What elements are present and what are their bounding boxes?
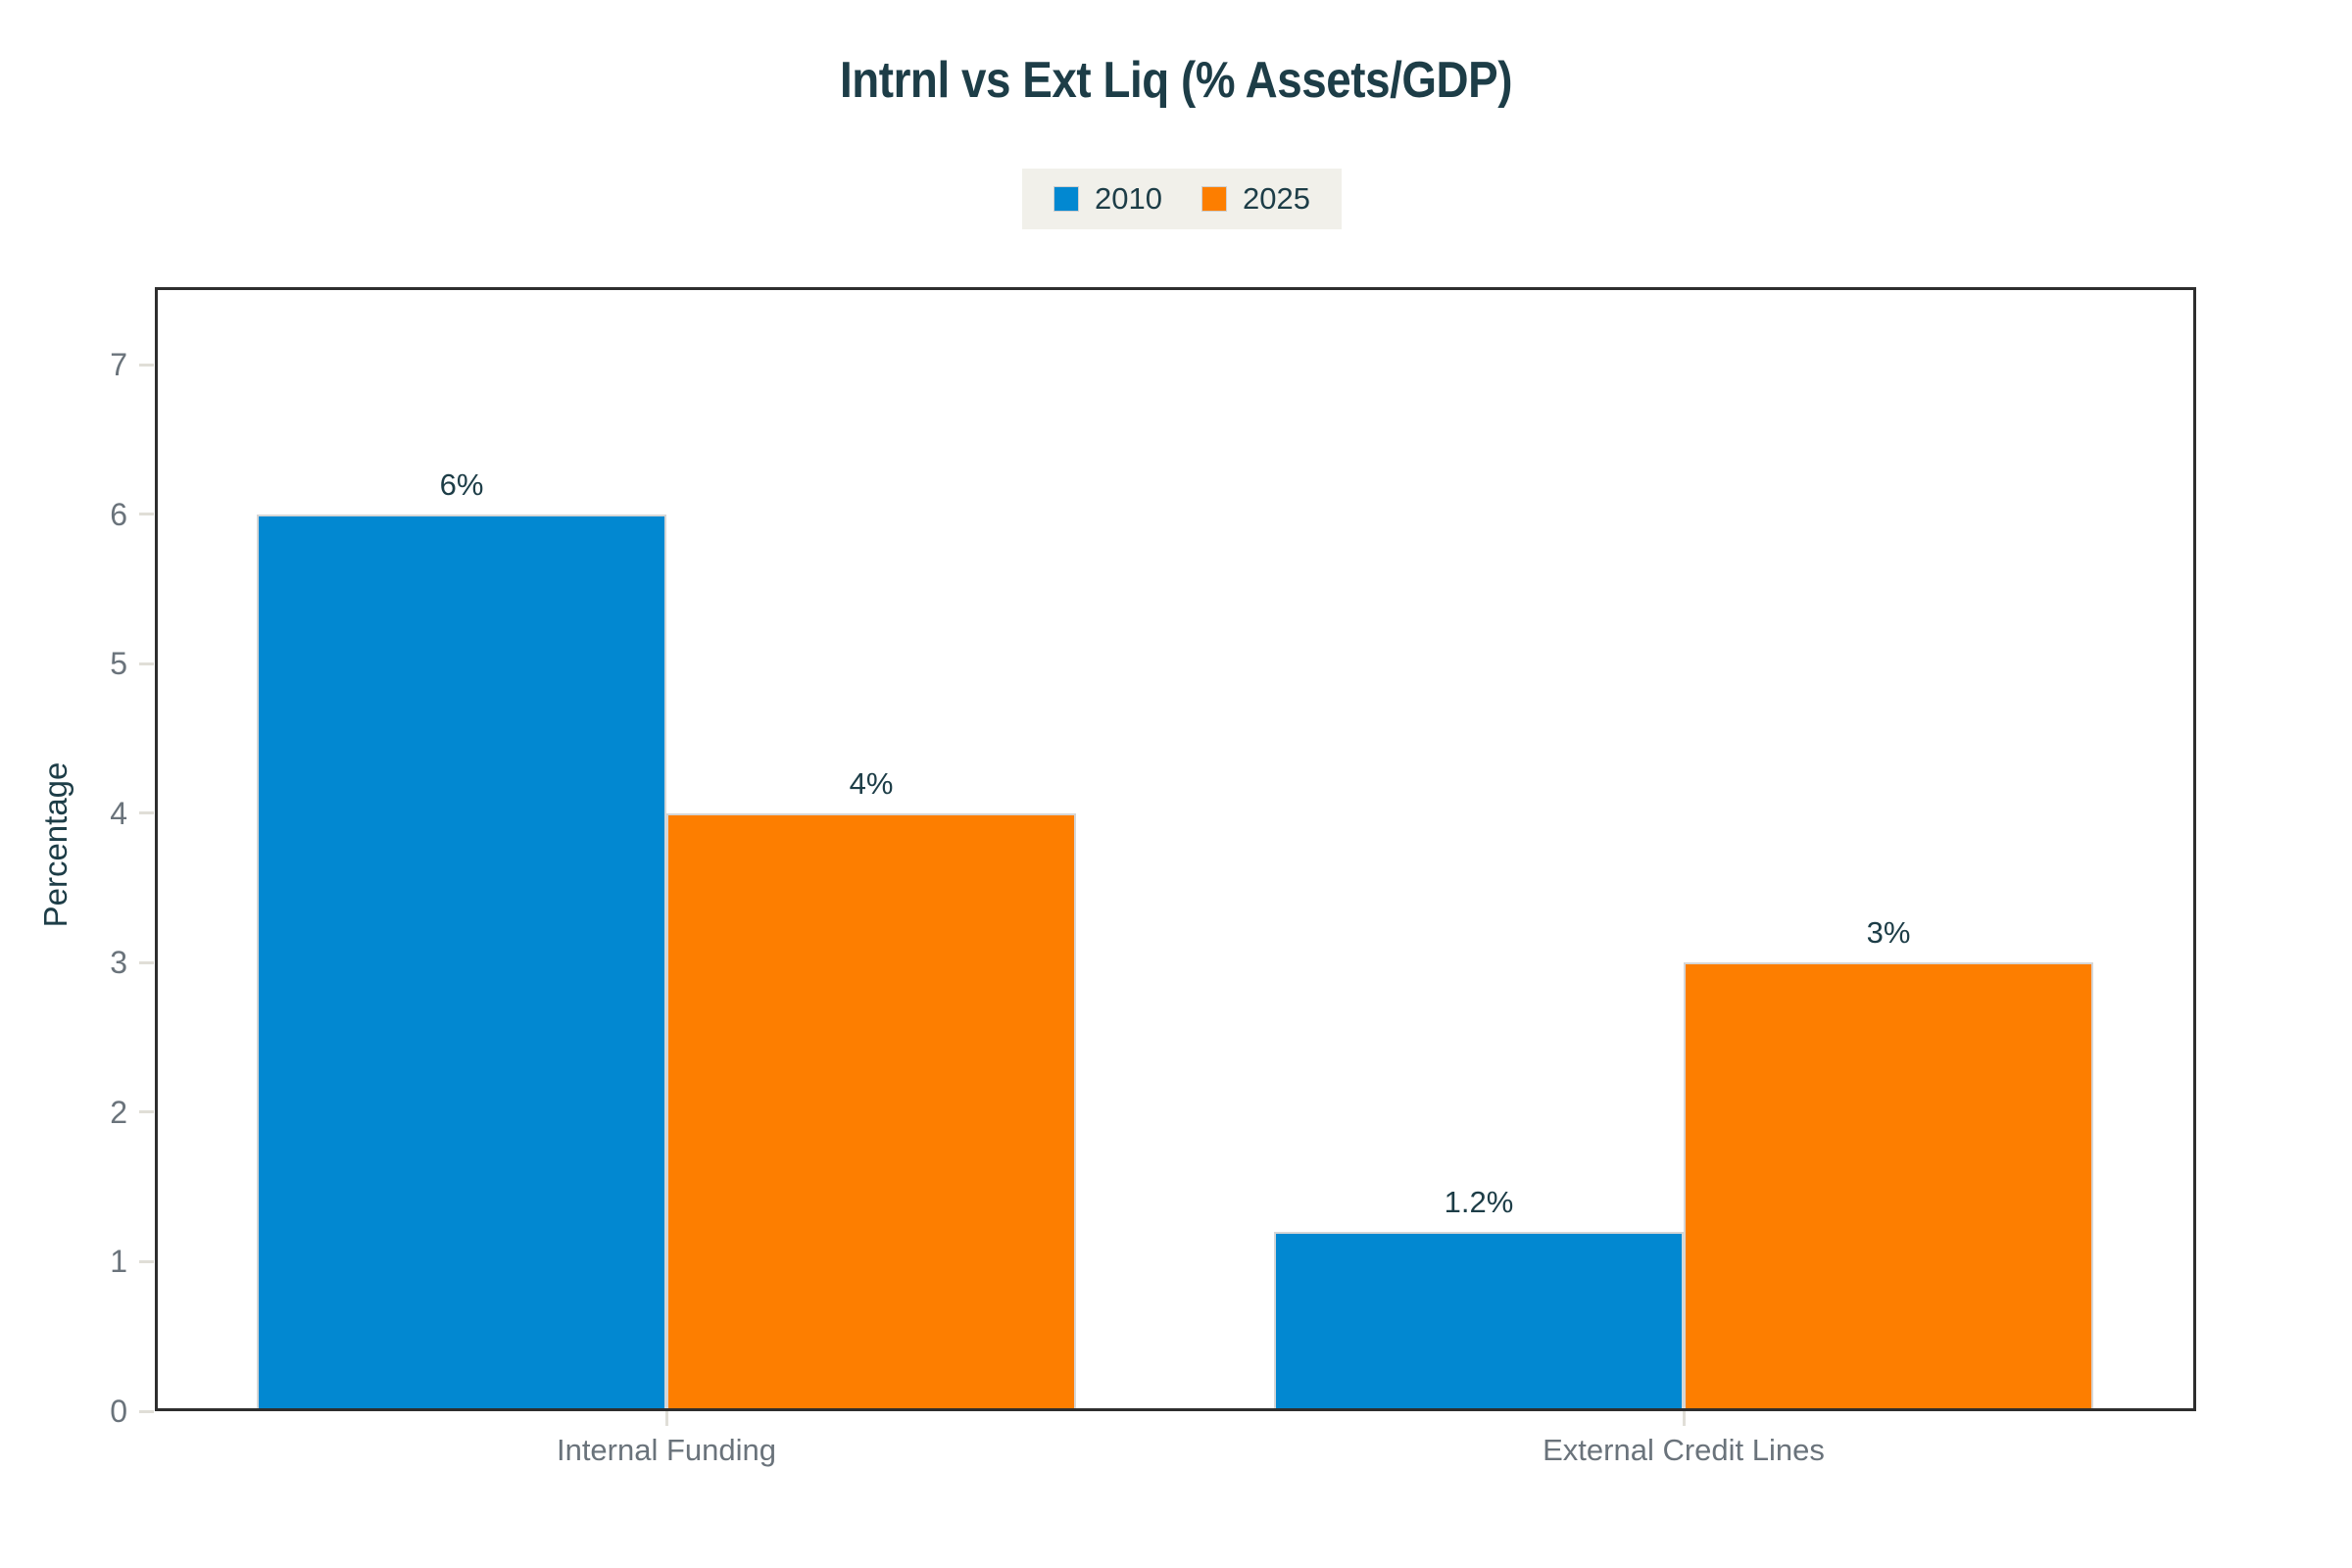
y-axis-title: Percentage: [37, 761, 74, 928]
legend-label-2025: 2025: [1243, 181, 1310, 216]
bar-value-label: 4%: [849, 766, 894, 801]
y-tick: [139, 1409, 154, 1413]
y-tick: [139, 363, 154, 367]
bar-value-label: 1.2%: [1444, 1185, 1514, 1219]
y-tick-label: 5: [110, 646, 127, 682]
bar-2025-internal-funding: [666, 813, 1076, 1411]
bar-2025-external-credit-lines: [1684, 962, 2093, 1411]
legend: 2010 2025: [1022, 169, 1342, 229]
legend-item-2010[interactable]: 2010: [1054, 181, 1162, 217]
y-tick-label: 2: [110, 1094, 127, 1130]
legend-swatch-2025: [1201, 186, 1227, 212]
y-tick: [139, 1110, 154, 1114]
x-axis-label-internal-funding: Internal Funding: [556, 1433, 777, 1467]
legend-item-2025[interactable]: 2025: [1201, 181, 1310, 217]
y-tick-label: 1: [110, 1244, 127, 1280]
y-tick-label: 4: [110, 795, 127, 831]
y-tick: [139, 1259, 154, 1263]
y-tick-label: 6: [110, 496, 127, 532]
bar-value-label: 6%: [439, 467, 484, 502]
y-tick-label: 7: [110, 347, 127, 383]
x-tick: [1682, 1411, 1686, 1426]
y-tick: [139, 811, 154, 815]
bar-value-label: 3%: [1866, 915, 1911, 950]
y-tick-label: 3: [110, 945, 127, 981]
y-tick: [139, 513, 154, 516]
bar-2010-external-credit-lines: [1274, 1232, 1684, 1411]
y-tick-label: 0: [110, 1394, 127, 1429]
legend-swatch-2010: [1054, 186, 1080, 212]
y-tick: [139, 662, 154, 665]
chart-title: Intrnl vs Ext Liq (% Assets/GDP): [839, 52, 1513, 109]
bar-2010-internal-funding: [257, 514, 666, 1411]
x-axis-label-external-credit-lines: External Credit Lines: [1543, 1433, 1825, 1467]
legend-label-2010: 2010: [1095, 181, 1162, 216]
x-tick: [664, 1411, 668, 1426]
plot-area: 6% 4% 1.2% 3%: [155, 287, 2196, 1411]
y-tick: [139, 960, 154, 964]
